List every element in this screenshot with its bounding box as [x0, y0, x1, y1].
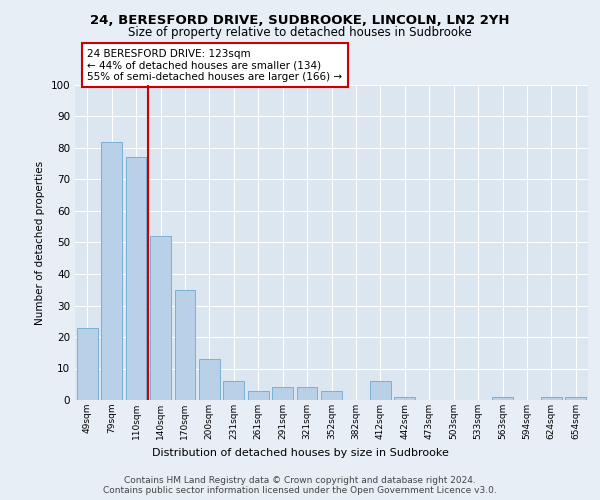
Bar	[77, 328, 98, 400]
Text: Size of property relative to detached houses in Sudbrooke: Size of property relative to detached ho…	[128, 26, 472, 39]
Bar	[101, 142, 122, 400]
Bar	[150, 236, 171, 400]
Bar	[492, 397, 513, 400]
Bar	[272, 388, 293, 400]
Bar	[296, 388, 317, 400]
Bar	[175, 290, 196, 400]
Text: 24 BERESFORD DRIVE: 123sqm
← 44% of detached houses are smaller (134)
55% of sem: 24 BERESFORD DRIVE: 123sqm ← 44% of deta…	[87, 48, 343, 82]
Bar	[321, 390, 342, 400]
Bar	[199, 359, 220, 400]
Bar	[125, 158, 146, 400]
Bar	[370, 381, 391, 400]
Bar	[223, 381, 244, 400]
Bar	[541, 397, 562, 400]
Bar	[565, 397, 586, 400]
Text: Contains HM Land Registry data © Crown copyright and database right 2024.: Contains HM Land Registry data © Crown c…	[124, 476, 476, 485]
Bar	[248, 390, 269, 400]
Text: 24, BERESFORD DRIVE, SUDBROOKE, LINCOLN, LN2 2YH: 24, BERESFORD DRIVE, SUDBROOKE, LINCOLN,…	[90, 14, 510, 27]
Bar	[394, 397, 415, 400]
Text: Distribution of detached houses by size in Sudbrooke: Distribution of detached houses by size …	[152, 448, 448, 458]
Y-axis label: Number of detached properties: Number of detached properties	[35, 160, 45, 324]
Text: Contains public sector information licensed under the Open Government Licence v3: Contains public sector information licen…	[103, 486, 497, 495]
